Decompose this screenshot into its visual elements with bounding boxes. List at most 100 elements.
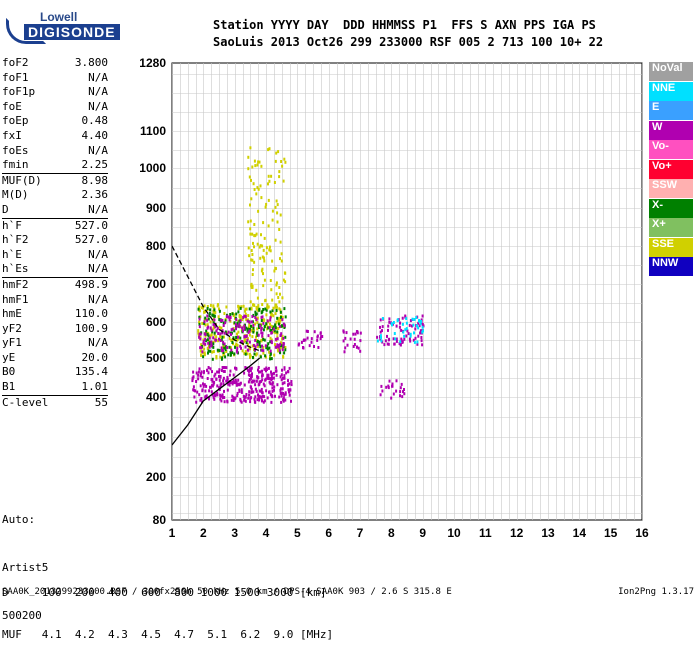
echo-point (240, 390, 243, 394)
echo-point (408, 337, 411, 341)
echo-point (319, 337, 322, 341)
echo-point (268, 245, 271, 249)
echo-point (316, 338, 319, 342)
echo-point (253, 400, 256, 404)
echo-point (249, 328, 251, 331)
echo-point (399, 386, 402, 390)
echo-point (354, 332, 357, 336)
echo-point (251, 273, 254, 276)
echo-point (263, 325, 266, 329)
echo-point (376, 335, 379, 339)
echo-point (257, 344, 259, 348)
echo-point (206, 318, 209, 322)
x-tick-label: 3 (231, 526, 238, 540)
dashed-trace-line (171, 245, 260, 352)
echo-point (253, 348, 256, 352)
echo-point (245, 341, 248, 345)
echo-point (244, 352, 247, 356)
echo-point (269, 322, 271, 326)
echo-point (395, 337, 398, 341)
echo-point (342, 339, 345, 343)
echo-point (222, 321, 225, 325)
echo-point (268, 380, 271, 384)
echo-point (198, 322, 201, 326)
echo-point (257, 333, 260, 337)
echo-point (409, 339, 412, 343)
echo-point (192, 385, 195, 389)
echo-point (234, 345, 237, 349)
echo-point (379, 325, 381, 329)
echo-point (415, 316, 418, 319)
echo-point (274, 238, 277, 242)
echo-point (239, 314, 242, 318)
echo-point (420, 336, 423, 339)
echo-point (254, 234, 257, 238)
echo-point (269, 336, 272, 340)
echo-point (297, 343, 300, 347)
distance-row: D 100 200 400 600 800 1000 1500 3000 [km… (2, 586, 327, 599)
param-value: N/A (88, 292, 108, 306)
echo-point (198, 393, 201, 397)
echo-point (238, 322, 241, 326)
echo-point (200, 370, 203, 374)
param-label: C-level (2, 395, 49, 409)
echo-point (210, 340, 213, 344)
echo-point (287, 388, 290, 392)
echo-point (283, 157, 286, 161)
echo-point (344, 336, 347, 340)
echo-point (247, 396, 250, 400)
echo-point (414, 327, 417, 331)
echo-point (419, 331, 422, 335)
param-label: yF1 (2, 336, 22, 350)
echo-point (260, 387, 263, 391)
echo-point (278, 300, 281, 304)
echo-point (203, 310, 205, 314)
echo-point (344, 346, 347, 350)
param-label: foF1 (2, 70, 29, 84)
param-label: yE (2, 350, 16, 364)
echo-point (320, 335, 323, 339)
echo-point (218, 318, 221, 322)
echo-point (275, 199, 278, 203)
echo-point (234, 378, 237, 382)
echo-point (247, 348, 250, 352)
echo-point (413, 340, 416, 344)
echo-point (218, 374, 220, 378)
echo-point (230, 398, 233, 402)
echo-point (279, 375, 282, 379)
echo-point (249, 347, 251, 351)
echo-point (225, 379, 228, 383)
echo-point (283, 393, 286, 397)
echo-point (392, 321, 395, 324)
echo-point (199, 332, 202, 336)
echo-point (242, 394, 245, 398)
echo-point (214, 372, 217, 376)
echo-point (275, 292, 278, 296)
y-tick-label: 600 (146, 315, 166, 329)
echo-point (254, 338, 257, 342)
echo-point (272, 376, 275, 380)
param-row: foF1p N/A (2, 85, 108, 100)
echo-point (202, 371, 205, 375)
echo-point (228, 373, 231, 377)
echo-point (250, 376, 252, 380)
echo-point (255, 232, 258, 236)
echo-point (260, 379, 263, 383)
y-tick-label: 1100 (140, 124, 166, 138)
legend: NoVal NNE E W Vo- Vo+ SSW X- X+ SSE NNW (649, 62, 693, 277)
echo-point (213, 333, 216, 337)
echo-point (222, 382, 225, 386)
echo-point (258, 380, 261, 384)
echo-point (402, 390, 404, 394)
echo-point (199, 346, 202, 350)
echo-point (379, 337, 382, 341)
echo-point (268, 346, 271, 350)
echo-point (195, 400, 198, 404)
y-tick-label: 80 (153, 513, 167, 527)
echo-point (253, 397, 256, 401)
echo-point (257, 308, 259, 312)
x-tick-label: 12 (510, 526, 524, 540)
echo-point (200, 343, 203, 347)
echo-point (282, 354, 285, 358)
echo-point (198, 335, 201, 339)
